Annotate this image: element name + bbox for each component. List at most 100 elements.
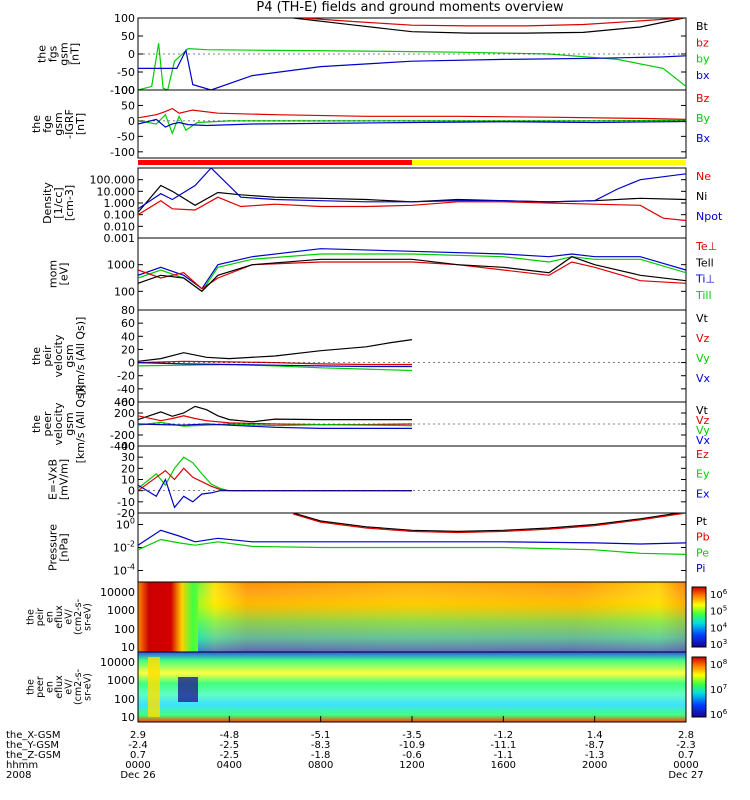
legend-entry: Till [695,289,712,302]
y-tick-label: 40 [121,440,135,453]
y-tick-label: 50 [121,30,135,43]
y-tick-label: 0.100 [104,209,136,222]
y-tick-label: 0 [128,48,135,61]
x-row-value: -8.7 [585,740,605,751]
series-line [138,467,412,492]
x-row-value: -2.3 [676,740,696,751]
y-tick-label: -100 [110,84,135,97]
svg-text:peir: peir [41,345,54,367]
x-row-value: 1.4 [587,730,603,741]
x-row-value: -5.1 [311,730,331,741]
svg-text:[km/s (All Qs)]: [km/s (All Qs)] [74,317,87,396]
y-tick-label: 100 [114,285,135,298]
svg-text:sr-eV): sr-eV) [83,673,94,701]
x-row-value: -3.5 [402,730,422,741]
y-tick-label: 10-2 [113,540,135,555]
svg-text:the: the [26,609,37,625]
svg-text:[km/s (All Qs)]: [km/s (All Qs)] [74,385,87,464]
x-row-value: 2.8 [678,730,694,741]
y-tick-label: 10 [121,641,135,654]
svg-text:[1/cc]: [1/cc] [52,187,65,218]
svg-text:(cm2-s-: (cm2-s- [73,599,84,635]
legend-entry: Vt [696,312,709,325]
colorbar-tick: 103 [710,638,727,651]
colorbar-tick: 105 [710,605,727,618]
legend-entry: Vz [696,414,710,427]
legend-entry: Pe [696,546,709,559]
series-line [138,423,412,429]
svg-text:gsm: gsm [58,42,71,65]
x-row-value: -10.9 [399,740,425,751]
x-row-label: the_X-GSM [6,730,60,741]
y-tick-label: -50 [117,130,135,143]
panel-frame [137,167,687,239]
legend-entry: bx [696,69,710,82]
series-line [138,43,686,90]
y-tick-label: 60 [121,317,135,330]
svg-text:[nT]: [nT] [74,113,87,135]
y-tick-label: 10-4 [113,563,135,578]
svg-text:sr-eV): sr-eV) [83,603,94,631]
x-row-value: -8.3 [311,740,331,751]
svg-text:velocity: velocity [52,402,65,445]
y-tick-label: 20 [121,343,135,356]
svg-text:[nPa]: [nPa] [58,533,71,561]
svg-text:gsm: gsm [52,112,65,135]
y-tick-label: 100.000 [90,174,136,187]
x-row-value: -1.3 [585,750,605,761]
panel-3: 1000 100 mom[eV] Te⊥ Tell Ti⊥ Till [47,237,717,311]
x-row-label: the_Z-GSM [6,750,61,761]
y-tick-label: 100 [114,84,135,97]
legend-entry: Ti⊥ [695,273,715,286]
x-row-label: hhmm [6,760,38,771]
series-line [138,196,686,222]
x-row-value: Dec 27 [668,770,703,781]
x-row-value: 0000 [125,760,150,771]
legend-entry: Ey [696,468,710,481]
y-tick-label: -100 [110,146,135,159]
svg-text:peir: peir [35,608,46,627]
y-axis-label: E=-VxB[mV/m] [47,459,71,500]
x-row-value: 0800 [308,760,333,771]
legend-entry: Vz [696,332,710,345]
legend-entry: Ex [696,487,710,500]
panel-frame [137,89,687,159]
series-line [138,362,412,368]
y-tick-label: 400 [114,396,135,409]
svg-text:the: the [30,347,43,365]
svg-text:E=-VxB: E=-VxB [47,459,60,500]
orbit-bar-red [138,160,412,165]
series-line [138,339,413,362]
colorbar-tick: 107 [710,683,727,696]
series-line [138,256,686,293]
series-line [302,18,682,27]
y-tick-label: 100 [114,693,135,706]
y-tick-label: -20 [117,507,135,520]
y-tick-label: -400 [110,440,135,453]
svg-text:[eV]: [eV] [58,263,71,286]
svg-text:peer: peer [35,676,46,698]
y-tick-label: 100 [114,12,135,25]
svg-text:gsm: gsm [63,412,76,435]
y-tick-label: -200 [110,429,135,442]
y-tick-label: 20 [121,462,135,475]
legend-entry: Npot [696,210,723,223]
svg-text:Pressure: Pressure [47,524,60,571]
x-row-value: 0400 [217,760,242,771]
x-row-label: the_Y-GSM [6,740,59,751]
colorbar-tick: 108 [710,658,727,671]
series-line [138,248,686,290]
y-tick-label: 0.010 [104,220,136,233]
y-tick-label: 0 [128,115,135,128]
svg-text:eV/: eV/ [64,678,75,694]
x-row-value: -1.2 [494,730,514,741]
series-line [138,529,686,546]
y-tick-label: 200 [114,407,135,420]
